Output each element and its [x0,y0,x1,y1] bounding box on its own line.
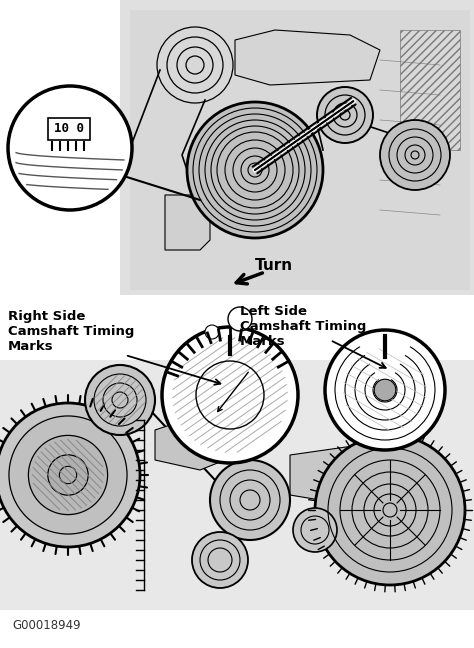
Circle shape [293,508,337,552]
Circle shape [0,403,140,547]
Text: Right Side
Camshaft Timing
Marks: Right Side Camshaft Timing Marks [8,310,134,353]
Polygon shape [235,30,380,85]
Bar [120,0,474,295]
Circle shape [192,532,248,588]
Text: 10 0: 10 0 [54,122,84,135]
Circle shape [228,307,252,331]
Circle shape [187,102,323,238]
Circle shape [85,365,155,435]
Circle shape [374,379,396,401]
Polygon shape [155,415,230,470]
Circle shape [9,416,127,534]
Circle shape [162,327,298,463]
Polygon shape [165,195,210,250]
Bar [400,30,460,150]
Circle shape [325,330,445,450]
Circle shape [205,325,219,339]
Polygon shape [130,10,470,290]
Bar [48,118,90,140]
Text: Turn: Turn [255,257,293,273]
Text: Left Side
Camshaft Timing
Marks: Left Side Camshaft Timing Marks [240,305,366,348]
Circle shape [48,455,88,495]
Polygon shape [290,445,380,505]
Circle shape [315,435,465,585]
Circle shape [317,87,373,143]
Circle shape [210,460,290,540]
Text: G00018949: G00018949 [12,619,81,632]
Circle shape [28,435,108,515]
Circle shape [380,120,450,190]
Circle shape [8,86,132,210]
Bar [0,360,474,610]
